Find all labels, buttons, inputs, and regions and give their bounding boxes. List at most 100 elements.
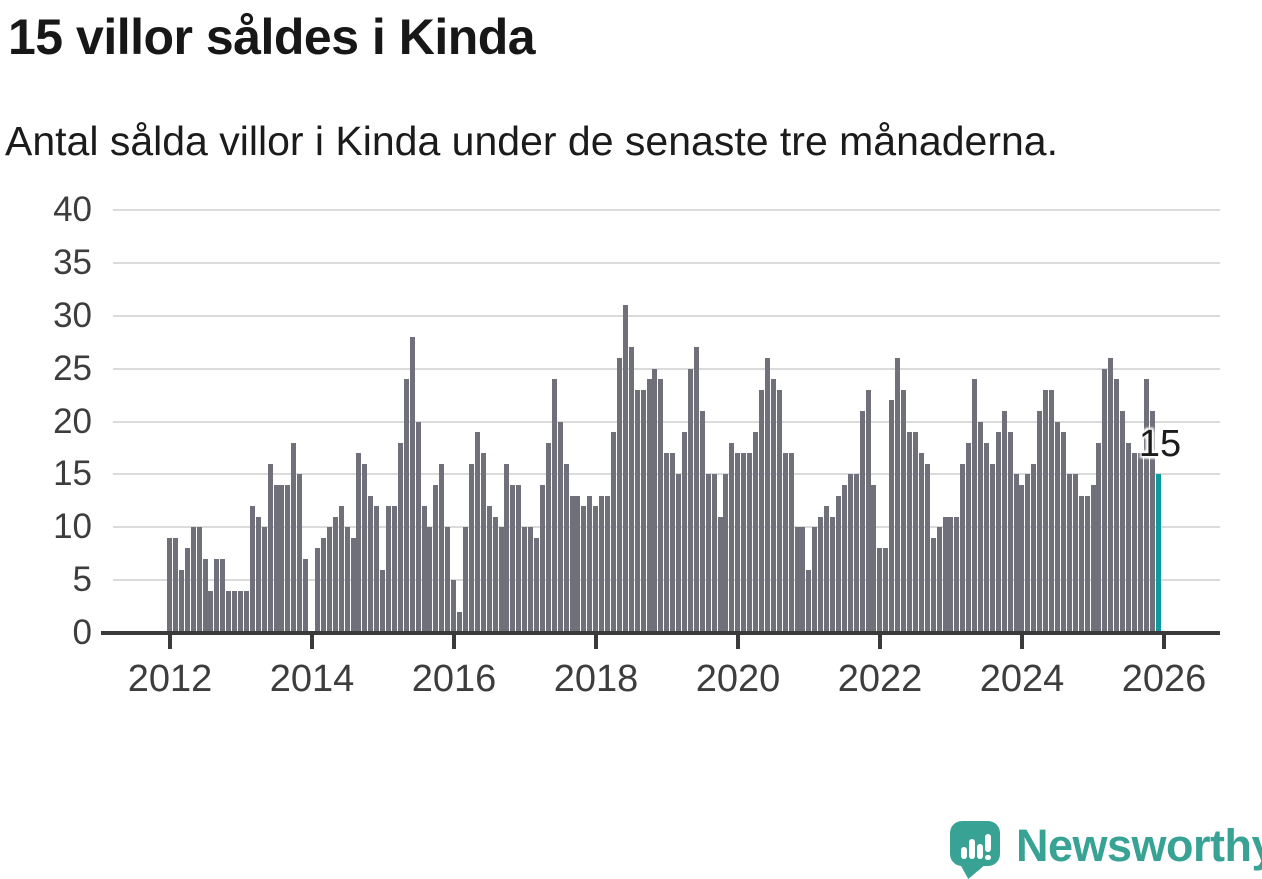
bar	[664, 453, 670, 633]
x-axis-tick	[878, 635, 882, 649]
bar	[557, 421, 563, 633]
bar	[279, 484, 285, 633]
bar	[1019, 484, 1025, 633]
gridline	[113, 420, 1220, 423]
bar	[297, 474, 303, 633]
bar	[326, 527, 332, 633]
bar	[847, 474, 853, 633]
y-axis-tick-label: 5	[72, 560, 92, 600]
bar	[995, 432, 1001, 633]
bar	[622, 305, 628, 633]
bar	[883, 548, 889, 633]
bar	[759, 389, 764, 633]
gridline	[113, 209, 1220, 211]
bar	[427, 527, 433, 633]
bar	[356, 453, 362, 633]
bar	[486, 506, 492, 633]
x-axis-tick-label: 2018	[553, 658, 639, 700]
bar	[338, 506, 344, 633]
bar	[812, 527, 818, 633]
bar	[599, 495, 605, 633]
bar	[652, 368, 658, 633]
bar	[942, 516, 948, 633]
gridline	[113, 314, 1220, 317]
bar	[907, 432, 912, 633]
bar	[924, 463, 930, 633]
bar	[1078, 495, 1084, 633]
bar	[172, 537, 178, 633]
bar	[332, 516, 338, 633]
bar	[362, 463, 368, 633]
bar	[380, 569, 386, 633]
bar	[344, 527, 350, 633]
bar	[474, 432, 480, 633]
bar	[1031, 463, 1037, 633]
bar	[184, 548, 190, 633]
bar	[232, 590, 238, 633]
bar	[202, 558, 208, 633]
bar	[1037, 410, 1043, 633]
bar	[539, 484, 545, 633]
newsworthy-logo[interactable]: Newsworthy	[946, 816, 1262, 879]
bar	[190, 527, 196, 633]
y-axis-tick-label: 15	[53, 454, 92, 494]
x-axis-tick	[168, 635, 172, 649]
bar	[545, 442, 551, 633]
bar	[676, 474, 682, 633]
bar	[960, 463, 966, 633]
bar	[717, 516, 723, 633]
bar	[735, 453, 741, 633]
bar	[468, 463, 474, 633]
bar	[551, 379, 557, 633]
bar	[303, 558, 309, 633]
bar	[616, 358, 622, 633]
bar	[901, 389, 907, 633]
x-axis-tick	[1162, 635, 1166, 649]
bar	[320, 537, 326, 633]
bar	[966, 442, 972, 633]
bar	[693, 347, 699, 633]
bar	[640, 389, 646, 633]
bar	[830, 516, 836, 633]
bar	[729, 442, 735, 633]
bar	[1084, 495, 1090, 633]
x-axis-line	[101, 631, 1220, 635]
bar	[835, 495, 841, 633]
bar	[682, 432, 688, 633]
bar	[989, 463, 995, 633]
bar	[1114, 379, 1120, 633]
bar	[605, 495, 611, 633]
bar	[634, 389, 640, 633]
bar	[368, 495, 374, 633]
speech-bubble-tail	[960, 864, 986, 879]
bar	[948, 516, 954, 633]
x-axis-tick-label: 2022	[837, 658, 923, 700]
bar	[397, 442, 403, 633]
x-axis-tick-label: 2020	[695, 658, 781, 700]
x-axis-tick-label: 2014	[269, 658, 355, 700]
bar	[255, 516, 261, 633]
bar	[291, 442, 297, 633]
bar	[1001, 410, 1007, 633]
x-axis-tick	[452, 635, 456, 649]
bar	[575, 495, 581, 633]
bar	[451, 580, 457, 633]
y-axis-tick-label: 25	[53, 348, 92, 388]
bar	[1013, 474, 1019, 633]
bar	[403, 379, 409, 633]
bar	[273, 484, 279, 633]
bar	[285, 484, 291, 633]
bar	[824, 506, 830, 633]
highlighted-bar	[1155, 474, 1161, 633]
bar	[522, 527, 528, 633]
x-axis-tick	[594, 635, 598, 649]
bar	[581, 506, 587, 633]
page-title: 15 villor såldes i Kinda	[8, 9, 536, 65]
bar	[753, 432, 759, 633]
bar	[439, 463, 445, 633]
bar	[800, 527, 806, 633]
bar	[587, 495, 593, 633]
bar	[628, 347, 634, 633]
bar	[705, 474, 711, 633]
bar	[788, 453, 794, 633]
